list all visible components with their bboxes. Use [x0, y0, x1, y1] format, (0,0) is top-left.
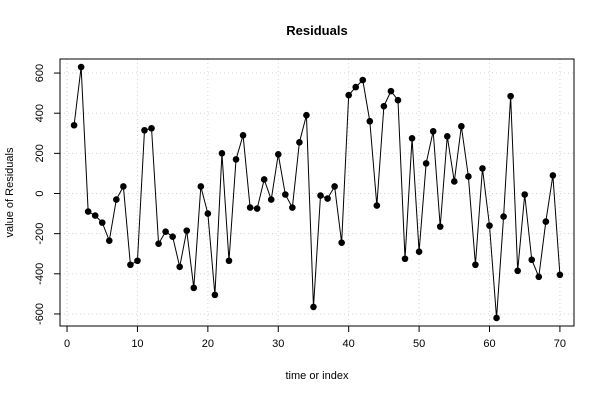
x-axis: 0 10 20 30 40 50 60 70 — [64, 326, 566, 350]
data-point — [310, 303, 317, 311]
data-point — [169, 233, 176, 240]
data-point — [500, 213, 507, 220]
data-point — [253, 205, 261, 212]
x-tick-label: 60 — [483, 338, 495, 350]
x-tick-label: 20 — [202, 338, 214, 350]
data-point — [84, 208, 92, 215]
x-tick-label: 10 — [131, 338, 143, 350]
data-point — [387, 87, 395, 95]
data-point — [296, 139, 303, 146]
data-point — [303, 111, 310, 119]
data-point — [282, 191, 289, 198]
data-point — [514, 267, 521, 275]
data-point — [521, 191, 529, 198]
data-point — [493, 314, 500, 322]
y-tick-label: 200 — [34, 144, 46, 162]
data-point — [415, 248, 423, 256]
data-point — [542, 218, 550, 225]
data-point — [352, 83, 360, 91]
data-point — [141, 126, 148, 134]
data-point — [486, 222, 493, 229]
data-point — [91, 212, 99, 219]
data-point — [127, 261, 134, 269]
series-line — [73, 66, 561, 319]
data-point — [204, 210, 212, 217]
y-tick-label: -200 — [34, 223, 46, 245]
y-tick-label: -400 — [34, 263, 46, 285]
data-point — [232, 156, 240, 163]
data-point — [218, 150, 226, 157]
data-point — [289, 204, 296, 211]
data-point — [549, 172, 557, 179]
data-point — [183, 227, 191, 234]
data-point — [443, 132, 451, 140]
data-point — [458, 122, 465, 130]
data-point — [535, 273, 543, 281]
x-tick-label: 50 — [413, 338, 425, 350]
data-point — [148, 124, 155, 132]
data-point — [380, 102, 388, 110]
y-axis-label: value of Residuals — [4, 147, 16, 237]
data-point — [113, 196, 120, 203]
data-point — [246, 204, 254, 211]
data-point — [197, 183, 205, 190]
data-point — [451, 178, 458, 185]
data-point — [436, 223, 444, 230]
data-point — [359, 76, 367, 84]
data-point — [211, 291, 219, 299]
data-point — [274, 151, 282, 158]
x-axis-label: time or index — [286, 370, 349, 382]
x-tick-label: 70 — [554, 338, 566, 350]
data-point — [507, 92, 514, 100]
data-point — [429, 127, 437, 135]
data-point — [155, 240, 162, 247]
data-point — [105, 237, 113, 244]
data-point — [401, 255, 409, 263]
data-point — [239, 131, 247, 139]
x-tick-label: 30 — [272, 338, 284, 350]
data-point — [422, 160, 430, 167]
data-point — [70, 121, 78, 129]
x-tick-label: 40 — [343, 338, 355, 350]
data-point — [373, 202, 381, 209]
data-point — [394, 96, 402, 104]
x-tick-label: 0 — [64, 338, 70, 350]
data-point — [260, 176, 268, 183]
data-point — [528, 256, 536, 264]
y-tick-label: 400 — [34, 104, 46, 122]
data-point — [556, 271, 564, 279]
data-point — [98, 219, 106, 226]
plot-frame — [59, 58, 575, 327]
data-point — [120, 183, 127, 190]
data-point — [267, 196, 275, 203]
data-point — [324, 195, 331, 202]
grid-lines — [60, 59, 574, 326]
data-point — [472, 261, 479, 269]
data-point — [366, 117, 374, 125]
y-tick-label: -600 — [34, 303, 46, 325]
data-point — [331, 183, 338, 190]
data-point — [317, 192, 324, 199]
data-point — [162, 228, 169, 235]
chart-title: Residuals — [286, 23, 347, 38]
y-tick-label: 0 — [34, 190, 46, 196]
data-point — [134, 257, 141, 265]
data-point — [190, 284, 198, 292]
data-point — [77, 63, 85, 71]
data-point — [176, 263, 183, 271]
series-layer — [70, 63, 564, 322]
data-point — [338, 239, 345, 246]
data-point — [465, 173, 472, 180]
data-point — [479, 165, 486, 172]
data-point — [408, 134, 416, 142]
y-axis: -600 -400 -200 0 200 400 600 — [34, 64, 60, 325]
data-point — [345, 91, 352, 99]
y-tick-label: 600 — [34, 64, 46, 82]
data-point — [225, 257, 233, 265]
